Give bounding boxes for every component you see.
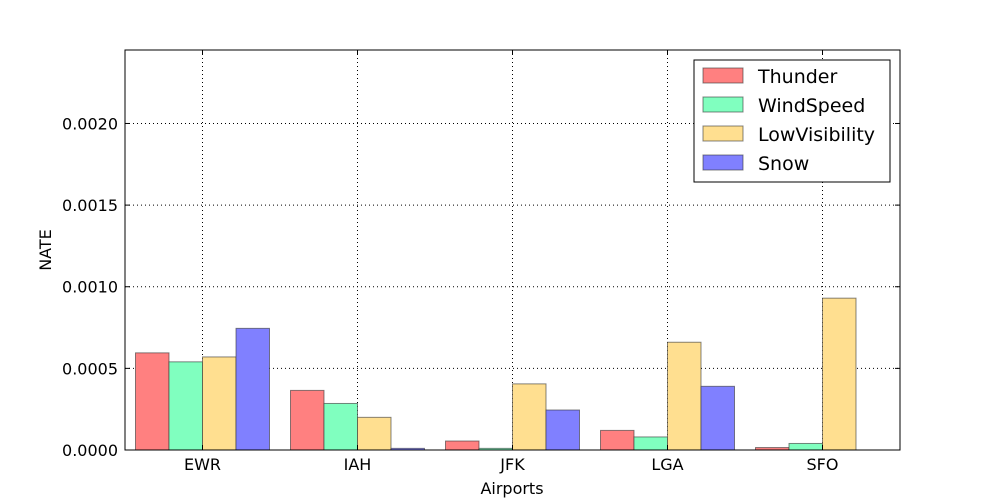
legend: Thunder WindSpeed LowVisibility Snow	[693, 59, 891, 183]
bar-windspeed-ewr	[168, 361, 203, 451]
legend-swatch	[702, 67, 744, 84]
legend-swatch	[702, 96, 744, 113]
x-tick-label: LGA	[651, 455, 683, 474]
x-tick-label: SFO	[807, 455, 839, 474]
bar-windspeed-iah	[323, 402, 358, 451]
bar-snow-lga	[700, 385, 735, 451]
y-tick-label: 0.0020	[62, 114, 118, 133]
bar-windspeed-lga	[633, 436, 668, 451]
bar-windspeed-sfo	[788, 442, 823, 451]
bar-lowvisibility-jfk	[512, 383, 547, 451]
legend-swatch	[702, 154, 744, 171]
bar-thunder-ewr	[135, 352, 170, 451]
bar-lowvisibility-ewr	[202, 356, 237, 451]
bar-thunder-lga	[600, 429, 635, 451]
x-tick-label: JFK	[499, 455, 525, 474]
bar-snow-ewr	[235, 327, 270, 451]
y-tick-label: 0.0010	[62, 278, 118, 297]
y-axis-title: NATE	[36, 229, 55, 271]
bars	[135, 297, 857, 451]
bar-lowvisibility-iah	[357, 416, 392, 451]
grid-lines	[125, 50, 900, 450]
axis-ticks: 0.0000 0.0005 0.0010 0.0015 0.0020 EWR IAH JFK L…	[62, 50, 900, 474]
legend-label: LowVisibility	[758, 124, 875, 146]
x-tick-label: EWR	[184, 455, 221, 474]
x-axis-title: Airports	[480, 479, 543, 498]
y-tick-label: 0.0015	[62, 196, 118, 215]
y-tick-label: 0.0000	[62, 441, 118, 460]
legend-label: WindSpeed	[758, 95, 865, 117]
legend-label: Snow	[758, 153, 809, 175]
legend-label: Thunder	[757, 66, 837, 88]
y-tick-label: 0.0005	[62, 359, 118, 378]
bar-thunder-jfk	[445, 440, 480, 451]
bar-lowvisibility-lga	[667, 341, 702, 451]
legend-swatch	[702, 125, 744, 142]
bar-thunder-iah	[290, 389, 325, 451]
x-tick-label: IAH	[344, 455, 372, 474]
bar-lowvisibility-sfo	[822, 297, 857, 451]
bar-snow-jfk	[545, 409, 580, 451]
